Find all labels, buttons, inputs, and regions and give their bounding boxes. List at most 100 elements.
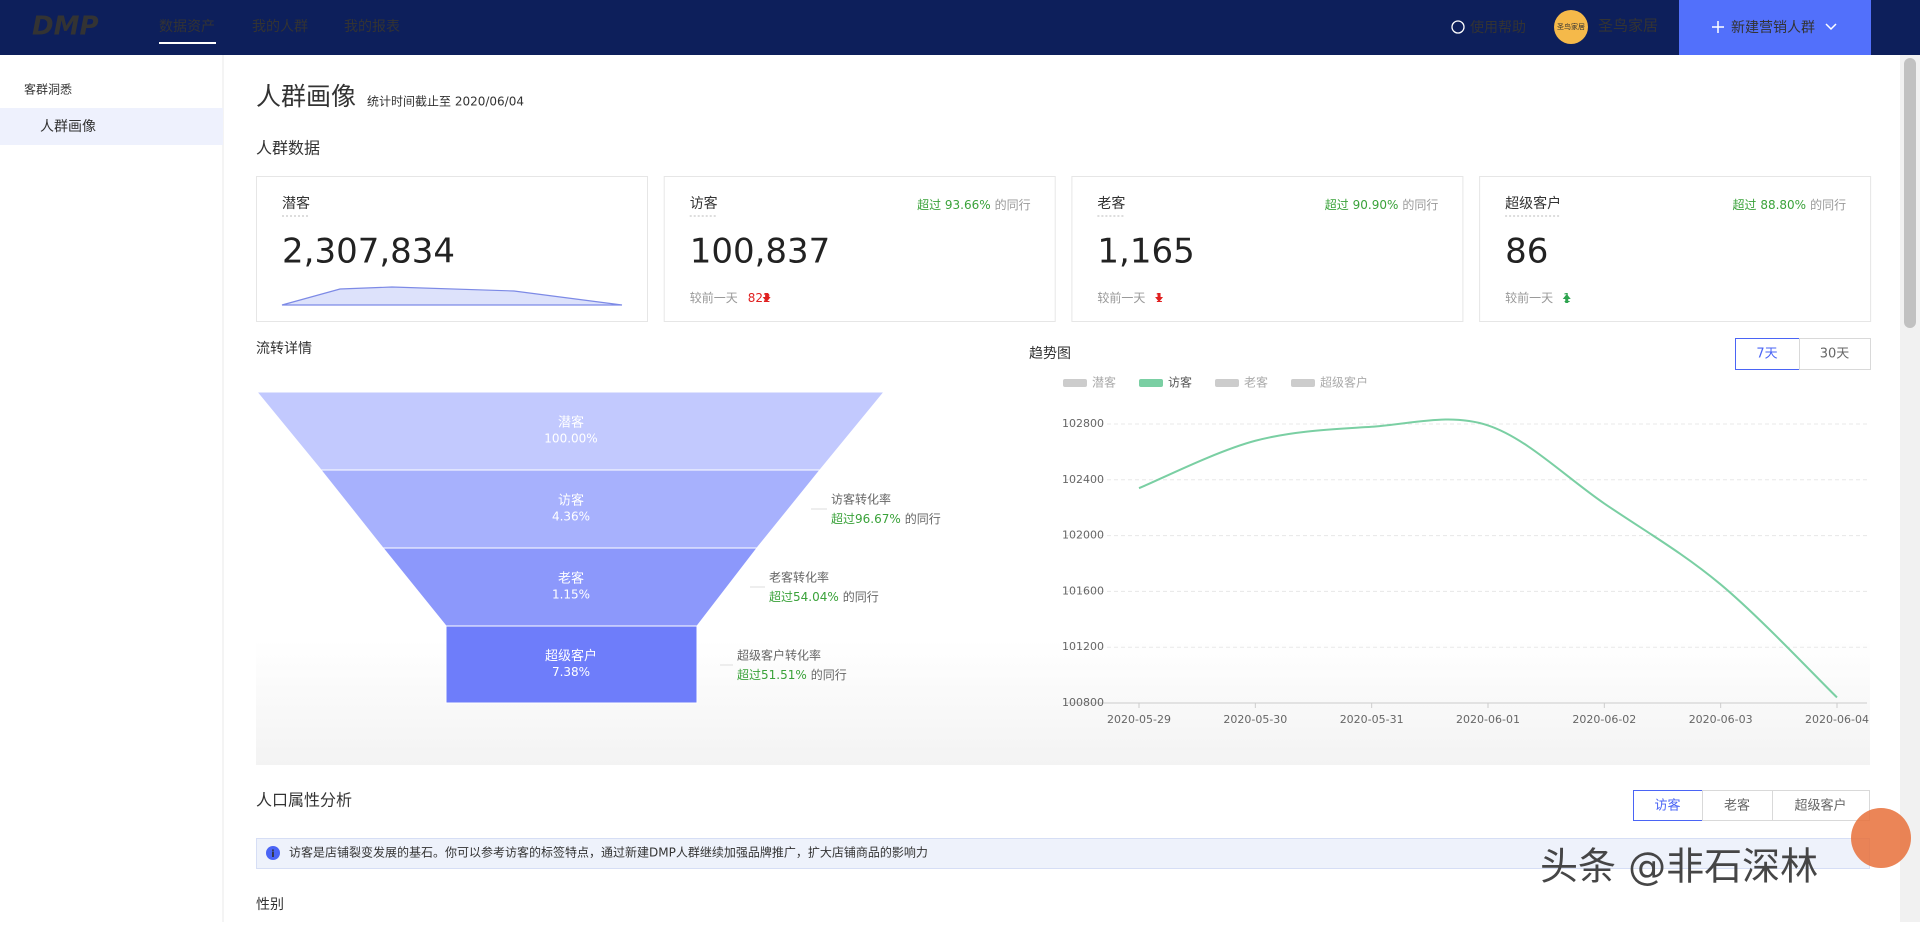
- help-link[interactable]: 使用帮助: [1470, 19, 1526, 36]
- benchmark-value: 超过 88.80%: [1733, 197, 1807, 212]
- legend-swatch[interactable]: [1291, 379, 1315, 387]
- sidebar-group: 客群洞悉: [24, 82, 72, 97]
- legend-label[interactable]: 访客: [1168, 375, 1192, 390]
- y-tick-label: 101600: [1062, 584, 1104, 597]
- sparkline: [281, 286, 623, 306]
- benchmark-value: 超过 93.66%: [917, 197, 991, 212]
- benchmark-peer: 的同行: [843, 589, 879, 604]
- nav-item[interactable]: 数据资产: [159, 19, 215, 35]
- dropdown-icon: [1825, 23, 1837, 31]
- legend-swatch[interactable]: [1063, 379, 1087, 387]
- card-label: 老客: [1097, 195, 1125, 212]
- card: [1479, 176, 1872, 322]
- legend-swatch[interactable]: [1139, 379, 1163, 387]
- card: [1071, 176, 1464, 322]
- change-arrow: [762, 293, 771, 302]
- tab[interactable]: [1633, 790, 1703, 821]
- avatar[interactable]: [1554, 10, 1588, 44]
- change-arrow: [1562, 294, 1571, 303]
- funnel-pct: 100.00%: [544, 432, 597, 446]
- x-tick-label: 2020-06-01: [1456, 713, 1520, 726]
- benchmark-peer: 的同行: [811, 667, 847, 682]
- create-label[interactable]: 新建营销人群: [1731, 20, 1815, 36]
- create-button[interactable]: [1679, 0, 1871, 55]
- logo[interactable]: DMP: [32, 12, 99, 42]
- info-icon: [266, 846, 280, 860]
- user-name[interactable]: 圣鸟家居: [1598, 17, 1658, 35]
- card-benchmark: 超过 90.90% 的同行: [1325, 197, 1439, 212]
- tab-label[interactable]: 超级客户: [1794, 798, 1846, 814]
- y-tick-label: 102000: [1062, 529, 1104, 542]
- section-title: 人群数据: [256, 139, 320, 158]
- tab-label[interactable]: 访客: [1654, 798, 1680, 814]
- benchmark-value: 超过51.51%: [737, 667, 807, 682]
- notice-text: 访客是店铺裂变发展的基石。你可以参考访客的标签特点，通过新建DMP人群继续加强品…: [289, 845, 928, 860]
- funnel-name: 老客: [558, 571, 584, 587]
- page-title: 人群画像: [256, 82, 356, 111]
- benchmark-peer: 的同行: [905, 511, 941, 526]
- chart-title: 趋势图: [1029, 346, 1071, 362]
- card-value: 2,307,834: [282, 232, 455, 272]
- range-toggle[interactable]: [1799, 338, 1871, 370]
- x-tick-label: 2020-06-03: [1689, 713, 1753, 726]
- benchmark-value: 超过54.04%: [769, 589, 839, 604]
- card-value: 100,837: [690, 232, 831, 272]
- funnel-name: 超级客户: [545, 648, 597, 664]
- scroll-thumb[interactable]: [1904, 58, 1916, 328]
- card-label: 潜客: [282, 195, 310, 212]
- compare-label: 较前一天: [1505, 290, 1553, 305]
- info-glyph: i: [271, 849, 274, 860]
- watermark: 头条 @非石深林: [1540, 845, 1818, 889]
- change-arrow: [1155, 293, 1164, 302]
- legend-label[interactable]: 超级客户: [1320, 375, 1368, 390]
- range-label[interactable]: 7天: [1756, 347, 1777, 362]
- nav-bar: [0, 0, 1920, 55]
- section-title: 人口属性分析: [256, 791, 352, 810]
- legend-swatch[interactable]: [1215, 379, 1239, 387]
- card-benchmark: 超过 88.80% 的同行: [1733, 197, 1847, 212]
- tab-label[interactable]: 老客: [1724, 798, 1750, 814]
- benchmark-value: 超过96.67%: [831, 511, 901, 526]
- page-subtitle: 统计时间截止至 2020/06/04: [367, 95, 524, 109]
- card-value: 1,165: [1097, 232, 1194, 272]
- funnel-pct: 1.15%: [552, 588, 590, 602]
- compare-label: 较前一天: [1097, 290, 1145, 305]
- x-tick-label: 2020-06-04: [1805, 713, 1869, 726]
- card-compare: 较前一天 822: [690, 290, 771, 305]
- legend-label[interactable]: 老客: [1244, 375, 1268, 390]
- nav-item[interactable]: 我的人群: [252, 19, 308, 35]
- tabs: 访客 老客 超级客户: [1633, 790, 1870, 821]
- sidebar-item[interactable]: 人群画像: [40, 119, 96, 135]
- conversion-label: 超级客户转化率: [737, 648, 821, 663]
- nav-item[interactable]: 我的报表: [344, 19, 400, 35]
- x-tick-label: 2020-05-31: [1340, 713, 1404, 726]
- tab[interactable]: [1702, 790, 1773, 821]
- avatar-text: 圣鸟家居: [1557, 22, 1585, 31]
- plus-icon: [1712, 21, 1724, 33]
- conversion-label: 访客转化率: [831, 492, 891, 507]
- help-icon[interactable]: [1451, 20, 1465, 34]
- funnel-level: [445, 625, 698, 704]
- range-label[interactable]: 30天: [1820, 347, 1850, 362]
- conversion-benchmark: 超过96.67% 的同行: [831, 511, 941, 526]
- x-tick-label: 2020-05-29: [1107, 713, 1171, 726]
- sidebar-active: [0, 108, 223, 145]
- y-tick-label: 100800: [1062, 696, 1104, 709]
- compare-label: 较前一天: [690, 290, 738, 305]
- legend-label[interactable]: 潜客: [1092, 375, 1116, 390]
- x-tick-label: 2020-06-02: [1572, 713, 1636, 726]
- conversion-label: 老客转化率: [769, 570, 829, 585]
- trend-line: [1138, 418, 1838, 699]
- tab[interactable]: [1772, 790, 1870, 821]
- y-tick-label: 101200: [1062, 640, 1104, 653]
- trend-chart: 趋势图 7天 30天 100800 101200 101600 102000 102400 10…: [1029, 338, 1871, 726]
- benchmark-value: 超过 90.90%: [1325, 197, 1399, 212]
- benchmark-peer: 的同行: [1810, 197, 1846, 212]
- funnel-name: 潜客: [558, 415, 584, 431]
- range-toggle[interactable]: [1735, 338, 1800, 370]
- floating-badge[interactable]: [1851, 808, 1911, 868]
- funnel-pct: 4.36%: [552, 510, 590, 524]
- benchmark-peer: 的同行: [995, 197, 1031, 212]
